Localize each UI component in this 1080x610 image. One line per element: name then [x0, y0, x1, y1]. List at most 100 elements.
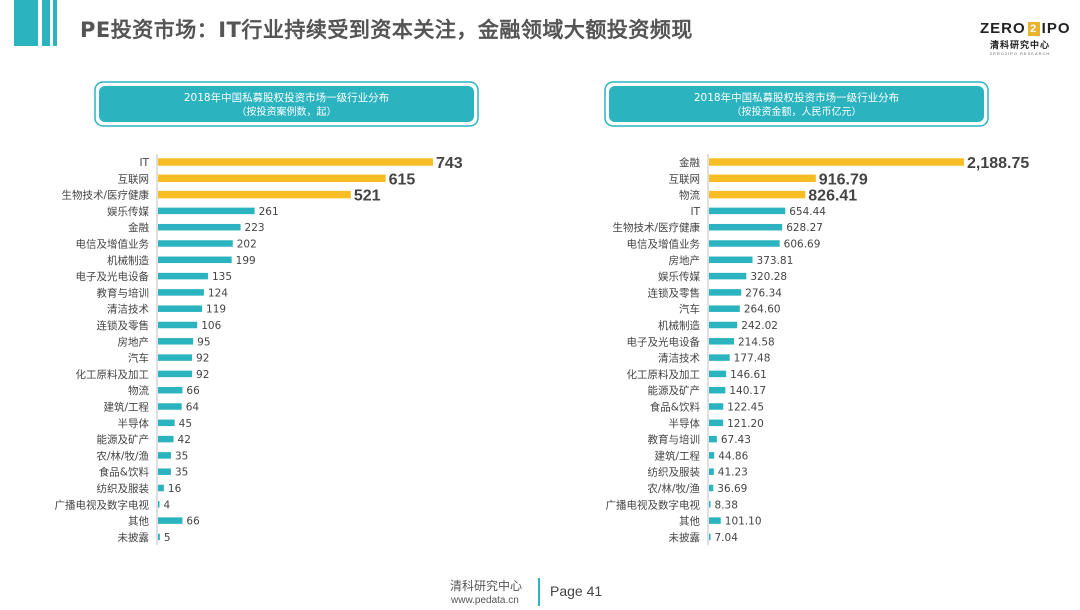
category-label: 广播电视及数字电视	[606, 498, 701, 511]
value-label: 36.69	[717, 483, 747, 495]
value-label: 223	[245, 222, 265, 234]
value-label: 242.02	[741, 320, 778, 332]
bar	[709, 174, 816, 183]
value-label: 45	[179, 418, 192, 430]
value-label: 202	[237, 239, 257, 251]
value-label: 373.81	[757, 255, 794, 267]
value-label: 320.28	[750, 271, 787, 283]
bar	[709, 403, 724, 410]
category-label: 生物技术/医疗健康	[612, 221, 700, 234]
category-label: 能源及矿产	[97, 433, 150, 446]
category-label: 农/林/牧/渔	[647, 482, 700, 495]
value-label: 42	[178, 434, 191, 446]
logo-subtitle-en: ZERO2IPO RESEARCH	[989, 51, 1051, 56]
value-label: 606.69	[784, 239, 821, 251]
value-label: 41.23	[718, 467, 748, 479]
bar	[158, 452, 171, 459]
footer-url[interactable]: www.pedata.cn	[451, 595, 519, 606]
value-label: 67.43	[721, 434, 751, 446]
value-label: 140.17	[729, 385, 766, 397]
category-label: 娱乐传媒	[107, 205, 149, 218]
bar	[709, 272, 747, 280]
category-label: 机械制造	[658, 319, 700, 332]
bar	[158, 223, 241, 231]
bar	[158, 256, 232, 264]
bar	[158, 338, 194, 345]
bar	[158, 158, 433, 166]
value-label: 199	[236, 255, 256, 267]
header-bar	[0, 0, 1080, 46]
category-label: 未披露	[669, 531, 701, 544]
category-label: 电信及增值业务	[76, 238, 150, 251]
value-label: 8.38	[715, 499, 738, 511]
value-label: 916.79	[819, 171, 868, 188]
category-label: 食品&饮料	[650, 401, 701, 414]
value-label: 35	[175, 450, 188, 462]
value-label: 743	[436, 155, 463, 172]
category-label: 物流	[679, 189, 700, 202]
page-number: Page 41	[550, 583, 603, 599]
chart-subtitle: （按投资金额，人民币亿元）	[732, 105, 862, 118]
value-label: 66	[186, 385, 200, 397]
category-label: 食品&饮料	[99, 466, 150, 479]
bar	[158, 370, 193, 378]
chart-title-box	[99, 86, 474, 122]
bar	[158, 501, 160, 508]
category-label: 房地产	[118, 335, 150, 348]
bar	[709, 321, 738, 329]
bar	[158, 190, 351, 199]
category-label: 建筑/工程	[103, 401, 149, 414]
category-label: 物流	[128, 384, 149, 397]
bar	[709, 533, 711, 541]
page-title: PE投资市场：IT行业持续受到资本关注，金融领域大额投资频现	[80, 18, 693, 42]
bar	[709, 289, 742, 296]
category-label: 能源及矿产	[648, 384, 701, 397]
category-label: 农/林/牧/渔	[96, 449, 149, 462]
logo-text-left: ZERO	[980, 20, 1026, 37]
value-label: 5	[164, 532, 171, 544]
bar	[158, 419, 175, 427]
bar	[158, 484, 164, 492]
bar	[709, 240, 780, 247]
bar	[158, 321, 198, 329]
category-label: 生物技术/医疗健康	[61, 189, 149, 202]
bar	[709, 370, 727, 378]
logo-text-right: IPO	[1041, 20, 1071, 37]
footer-org: 清科研究中心	[450, 579, 523, 593]
value-label: 122.45	[727, 402, 764, 414]
value-label: 124	[208, 287, 228, 299]
category-label: 化工原料及加工	[627, 368, 701, 381]
bar	[158, 272, 208, 280]
bar	[709, 419, 724, 427]
chart-title: 2018年中国私募股权投资市场一级行业分布	[694, 91, 899, 104]
logo-wordmark: ZERO 2 IPO	[980, 20, 1070, 37]
category-label: 电子及光电设备	[627, 335, 701, 348]
value-label: 92	[196, 353, 209, 365]
value-label: 35	[175, 467, 188, 479]
category-label: 机械制造	[107, 254, 149, 267]
header-accent-block	[53, 0, 57, 46]
bar-chart-1: 2018年中国私募股权投资市场一级行业分布（按投资案例数，起） IT 743 互联网 6…	[55, 81, 479, 545]
category-label: 汽车	[128, 352, 149, 365]
value-label: 264.60	[744, 304, 781, 316]
value-label: 92	[196, 369, 209, 381]
bar	[709, 501, 711, 508]
category-label: 金融	[128, 221, 149, 234]
value-label: 214.58	[738, 336, 775, 348]
value-label: 276.34	[745, 287, 782, 299]
zero2ipo-logo: ZERO 2 IPO 清科研究中心 ZERO2IPO RESEARCH	[980, 20, 1070, 60]
category-label: 房地产	[669, 254, 701, 267]
bar	[158, 403, 182, 410]
chart-title-box	[609, 86, 984, 122]
value-label: 106	[201, 320, 221, 332]
value-label: 177.48	[734, 353, 771, 365]
category-label: 半导体	[669, 417, 701, 430]
category-label: 教育与培训	[97, 286, 150, 299]
bar	[709, 256, 753, 264]
category-label: 连锁及零售	[648, 286, 701, 299]
category-label: 清洁技术	[658, 352, 700, 365]
value-label: 2,188.75	[967, 155, 1029, 172]
value-label: 66	[186, 516, 200, 528]
bar	[709, 190, 806, 199]
